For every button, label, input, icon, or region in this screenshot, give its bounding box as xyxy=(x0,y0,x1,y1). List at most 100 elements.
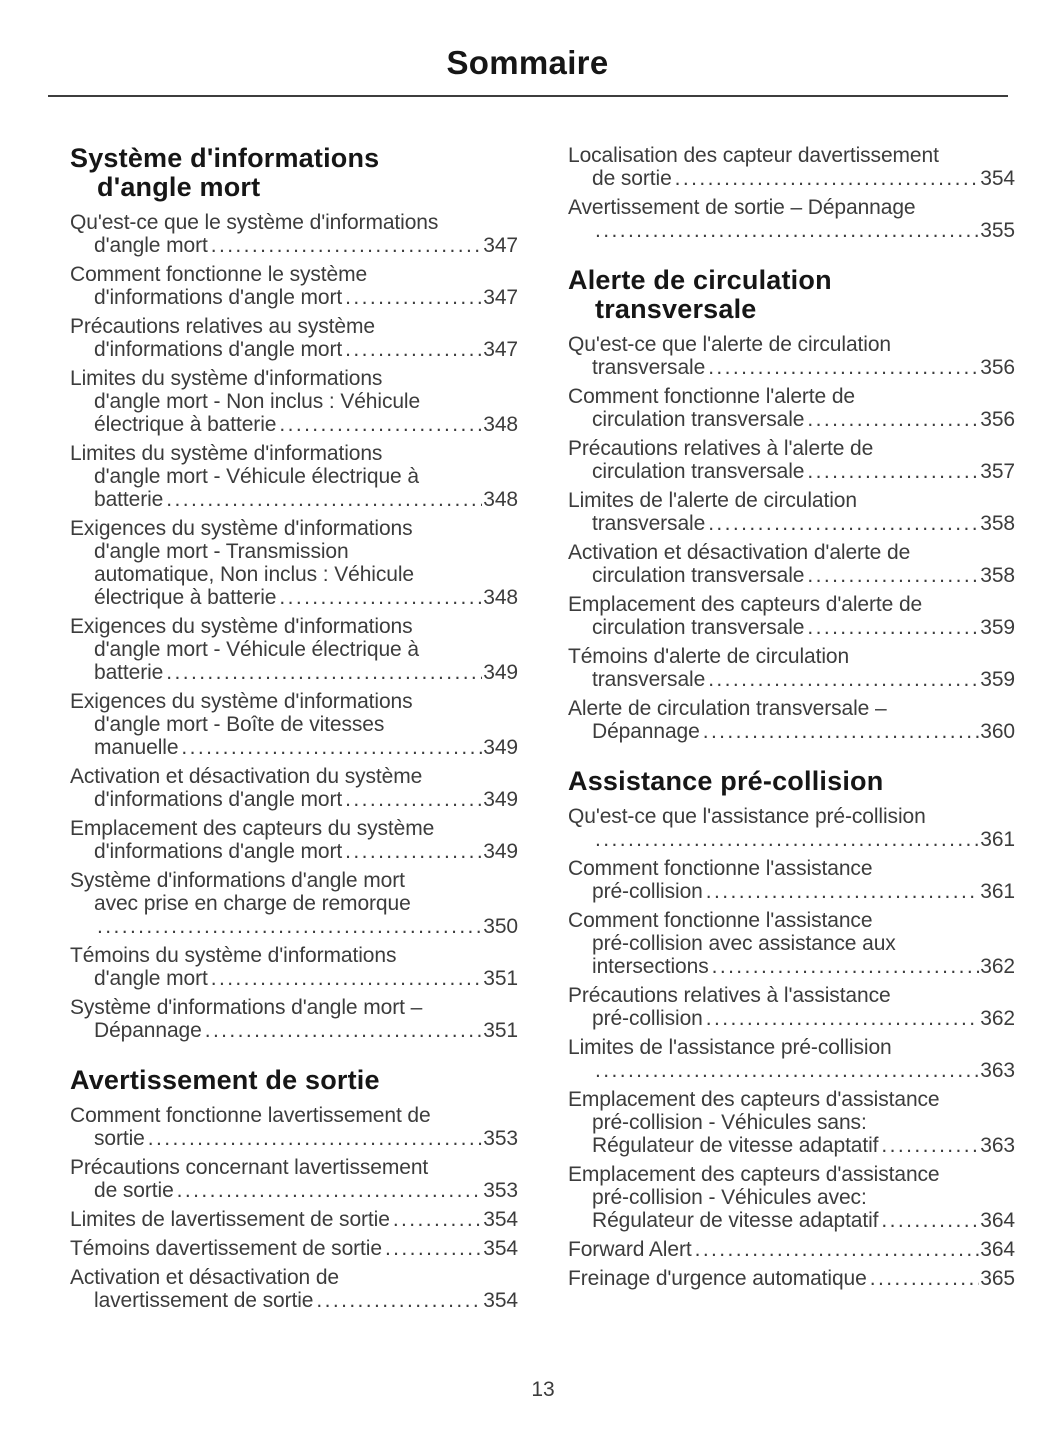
toc-entry-lastline: d'informations d'angle mort.............… xyxy=(70,788,518,811)
toc-entry: Activation et désactivation du système d'… xyxy=(70,765,518,811)
section-heading-line: Alerte de circulation xyxy=(568,265,832,295)
toc-entry-text: Régulateur de vitesse adaptatif xyxy=(592,1134,879,1157)
toc-entry-line: Comment fonctionne l'assistance xyxy=(568,909,873,932)
toc-entry-lastline: électrique à batterie...................… xyxy=(70,586,518,609)
toc-entry-lastline: circulation transversale................… xyxy=(568,564,1015,587)
toc-entry-page-number: 359 xyxy=(980,616,1015,639)
toc-entry: Limites du système d'informations d'angle… xyxy=(70,367,518,436)
toc-entry-text: d'angle mort xyxy=(94,234,208,257)
toc-entry-lastline: Régulateur de vitesse adaptatif.........… xyxy=(568,1134,1015,1157)
toc-entry: Témoins d'alerte de circulation transvers… xyxy=(568,645,1015,691)
toc-entry-line: Emplacement des capteurs du système xyxy=(70,817,435,840)
dot-leader: ........................................… xyxy=(708,356,980,379)
toc-entry-page-number: 356 xyxy=(980,408,1015,431)
toc-section: Avertissement de sortie Comment fonctionn… xyxy=(70,1066,518,1313)
toc-section: Localisation des capteur davertissement d… xyxy=(568,144,1015,242)
toc-entry-page-number: 349 xyxy=(483,736,518,759)
dot-leader: ........................................… xyxy=(869,1267,980,1290)
toc-entry: Avertissement de sortie – Dépannage.....… xyxy=(568,196,1015,242)
toc-entry-page-number: 364 xyxy=(980,1238,1015,1261)
dot-leader: ........................................… xyxy=(705,1007,980,1030)
toc-entry-line: Comment fonctionne l'alerte de xyxy=(568,385,856,408)
toc-entry: Système d'informations d'angle mort – Dép… xyxy=(70,996,518,1042)
dot-leader: ........................................… xyxy=(392,1208,483,1231)
section-heading: Avertissement de sortie xyxy=(70,1066,518,1095)
toc-entry-lastline: ........................................… xyxy=(568,219,1015,242)
toc-entry-line: Limites du système d'informations xyxy=(70,367,383,390)
toc-entry-lastline: Dépannage...............................… xyxy=(568,720,1015,743)
toc-entry-page-number: 348 xyxy=(483,413,518,436)
section-heading-line: d'angle mort xyxy=(97,172,261,202)
toc-entry-line: Comment fonctionne l'assistance xyxy=(568,857,873,880)
toc-entry-lastline: batterie................................… xyxy=(70,488,518,511)
dot-leader: ........................................… xyxy=(595,1059,979,1082)
toc-entry-page-number: 361 xyxy=(980,880,1015,903)
toc-entry-page-number: 359 xyxy=(980,668,1015,691)
toc-section: Assistance pré-collision Qu'est-ce que l'… xyxy=(568,767,1015,1291)
toc-entry-text: de sortie xyxy=(94,1179,174,1202)
toc-section: Alerte de circulation transversale Qu'est-… xyxy=(568,265,1015,744)
toc-entry-line: Comment fonctionne le système xyxy=(70,263,368,286)
toc-entry-line: d'angle mort - Non inclus : Véhicule xyxy=(94,390,421,413)
toc-entry-lastline: de sortie...............................… xyxy=(568,167,1015,190)
toc-entry: Limites de l'alerte de circulation transv… xyxy=(568,489,1015,535)
toc-entry-line: d'angle mort - Transmission xyxy=(94,540,349,563)
toc-entry-line: Emplacement des capteurs d'alerte de xyxy=(568,593,923,616)
toc-entry-line: Limites de l'alerte de circulation xyxy=(568,489,857,512)
manual-toc-page: Sommaire Système d'informations d'angle m… xyxy=(0,0,1055,1401)
toc-entry-lastline: d'angle mort............................… xyxy=(70,967,518,990)
dot-leader: ........................................… xyxy=(345,338,482,361)
toc-entry-lastline: Freinage d'urgence automatique..........… xyxy=(568,1267,1015,1290)
toc-entry-line: d'angle mort - Véhicule électrique à xyxy=(94,465,419,488)
dot-leader: ........................................… xyxy=(881,1209,980,1232)
toc-entry-line: d'angle mort - Boîte de vitesses xyxy=(94,713,385,736)
dot-leader: ........................................… xyxy=(595,219,979,242)
toc-entry-text: circulation transversale xyxy=(592,564,805,587)
toc-entry: Limites de lavertissement de sortie.....… xyxy=(70,1208,518,1231)
dot-leader: ........................................… xyxy=(705,880,980,903)
toc-entry-line: Témoins d'alerte de circulation xyxy=(568,645,850,668)
toc-entry-line: Exigences du système d'informations xyxy=(70,517,413,540)
toc-entry-lastline: manuelle................................… xyxy=(70,736,518,759)
section-heading-line: transversale xyxy=(595,294,757,324)
toc-entry: Limites du système d'informations d'angle… xyxy=(70,442,518,511)
toc-entry-line: Limites de l'assistance pré-collision xyxy=(568,1036,892,1059)
dot-leader: ........................................… xyxy=(345,840,482,863)
header-divider xyxy=(47,95,1008,97)
toc-entry-line: Exigences du système d'informations xyxy=(70,615,413,638)
toc-entry: Localisation des capteur davertissement d… xyxy=(568,144,1015,190)
toc-entry-lastline: d'informations d'angle mort.............… xyxy=(70,286,518,309)
toc-entry: Limites de l'assistance pré-collision...… xyxy=(568,1036,1015,1082)
page-header: Sommaire xyxy=(0,0,1055,97)
toc-entry: Emplacement des capteurs du système d'inf… xyxy=(70,817,518,863)
toc-entry: Précautions relatives à l'alerte de circu… xyxy=(568,437,1015,483)
toc-entry: Comment fonctionne l'assistance pré-colli… xyxy=(568,909,1015,978)
toc-entry-page-number: 360 xyxy=(980,720,1015,743)
toc-entry-page-number: 358 xyxy=(980,512,1015,535)
toc-entry-lastline: intersections...........................… xyxy=(568,955,1015,978)
toc-entry-page-number: 361 xyxy=(980,828,1015,851)
dot-leader: ........................................… xyxy=(807,564,979,587)
toc-entry-page-number: 357 xyxy=(980,460,1015,483)
toc-entry-text: transversale xyxy=(592,356,706,379)
toc-entry-line: automatique, Non inclus : Véhicule xyxy=(94,563,414,586)
toc-entry-line: Précautions concernant lavertissement xyxy=(70,1156,429,1179)
toc-entry-text: circulation transversale xyxy=(592,408,805,431)
toc-entry-lastline: batterie................................… xyxy=(70,661,518,684)
toc-entry-lastline: circulation transversale................… xyxy=(568,616,1015,639)
toc-entry-lastline: Limites de lavertissement de sortie.....… xyxy=(70,1208,518,1231)
toc-entry-text: intersections xyxy=(592,955,709,978)
toc-entry-line: pré-collision - Véhicules sans: xyxy=(592,1111,867,1134)
page-number: 13 xyxy=(531,1378,555,1401)
toc-entry-line: pré-collision - Véhicules avec: xyxy=(592,1186,867,1209)
toc-entry-page-number: 365 xyxy=(980,1267,1015,1290)
toc-entry-page-number: 354 xyxy=(483,1208,518,1231)
toc-entry: Exigences du système d'informations d'ang… xyxy=(70,517,518,609)
toc-entry-line: Localisation des capteur davertissement xyxy=(568,144,939,167)
section-heading: Système d'informations d'angle mort xyxy=(70,144,518,202)
dot-leader: ........................................… xyxy=(210,967,483,990)
toc-entry-lastline: ........................................… xyxy=(568,1059,1015,1082)
dot-leader: ........................................… xyxy=(176,1179,483,1202)
toc-entry-line: Alerte de circulation transversale – xyxy=(568,697,887,720)
toc-entry-lastline: transversale............................… xyxy=(568,668,1015,691)
